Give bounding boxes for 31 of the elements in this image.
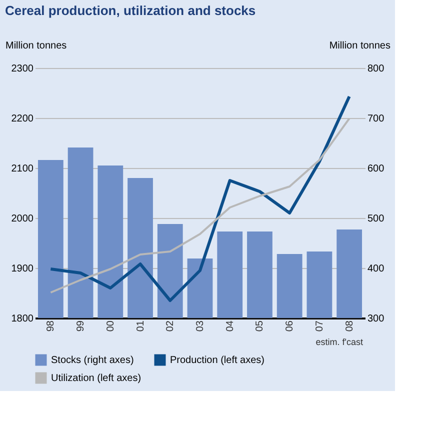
y-tick-label: 2000	[11, 214, 34, 224]
x-tick-label: 00	[105, 320, 116, 332]
y2-axis-title: Million tonnes	[329, 40, 390, 52]
y-tick-label: 1900	[11, 264, 34, 274]
y-tick-label: 2300	[11, 64, 34, 74]
y2-tick-label: 700	[368, 114, 385, 124]
y2-tick-label: 400	[368, 264, 385, 274]
legend-label: Stocks (right axes)	[51, 355, 134, 366]
x-tick-label: 07	[314, 320, 326, 332]
y-tick-label: 1800	[11, 314, 34, 324]
y2-tick-label: 800	[368, 64, 385, 74]
x-tick-label: 01	[135, 320, 146, 332]
chart-title: Cereal production, utilization and stocks	[5, 3, 256, 18]
x-tick-label: 03	[195, 320, 206, 332]
legend-label: Utilization (left axes)	[51, 373, 142, 384]
text: estim. f'cast	[316, 337, 363, 347]
legend-label: Production (left axes)	[170, 355, 264, 366]
y-axis-title: Million tonnes	[6, 40, 67, 52]
x-tick-label: 06	[284, 320, 296, 332]
x-tick-label: 04	[224, 320, 236, 332]
x-tick-label: 08	[344, 320, 356, 332]
x-tick-label: 02	[165, 320, 176, 332]
y-tick-label: 2100	[11, 164, 34, 174]
y2-tick-label: 500	[368, 214, 385, 224]
line-series	[49, 95, 351, 302]
y2-tick-label: 300	[368, 314, 385, 324]
y2-tick-label: 600	[368, 164, 385, 174]
x-tick-label: 05	[254, 320, 266, 332]
x-tick-label: 98	[46, 320, 57, 332]
y-tick-label: 2200	[11, 114, 34, 124]
x-tick-label: 99	[76, 320, 87, 332]
